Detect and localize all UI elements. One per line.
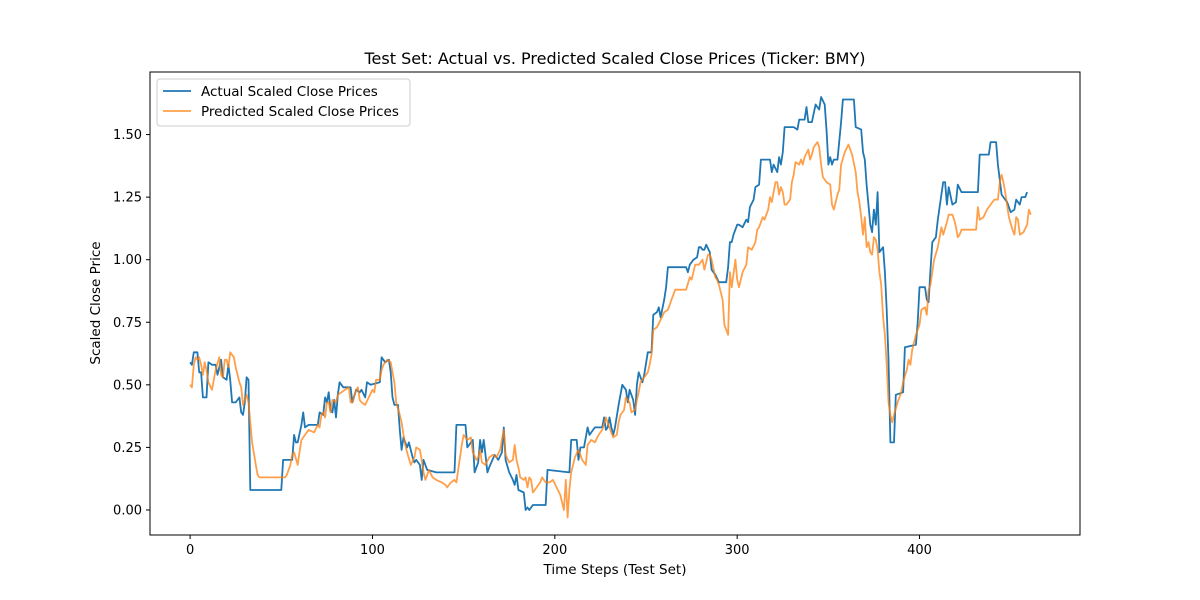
chart-title: Test Set: Actual vs. Predicted Scaled Cl… bbox=[363, 49, 865, 68]
y-tick-label: 0.75 bbox=[113, 316, 142, 331]
legend-label-predicted: Predicted Scaled Close Prices bbox=[201, 104, 399, 120]
x-axis-label: Time Steps (Test Set) bbox=[543, 562, 687, 578]
series-line-actual bbox=[189, 96, 1028, 511]
x-tick-label: 0 bbox=[186, 543, 194, 558]
legend: Actual Scaled Close Prices Predicted Scal… bbox=[156, 78, 411, 127]
y-axis: 0.00 0.25 0.50 0.75 1.00 1.25 1.50 bbox=[113, 128, 150, 518]
y-tick-label: 1.25 bbox=[113, 191, 142, 206]
y-tick-label: 1.50 bbox=[113, 128, 142, 143]
plot-frame bbox=[149, 71, 1081, 536]
y-tick-label: 1.00 bbox=[113, 253, 142, 268]
legend-box bbox=[156, 78, 411, 127]
series-line-predicted bbox=[189, 141, 1032, 519]
x-tick-label: 200 bbox=[542, 543, 567, 558]
series-group bbox=[189, 96, 1032, 519]
y-tick-label: 0.00 bbox=[113, 503, 142, 518]
x-tick-label: 100 bbox=[360, 543, 385, 558]
plot-area bbox=[149, 71, 1081, 536]
legend-label-actual: Actual Scaled Close Prices bbox=[201, 84, 378, 100]
y-axis-label: Scaled Close Price bbox=[88, 241, 104, 364]
x-tick-label: 300 bbox=[725, 543, 750, 558]
y-tick-label: 0.25 bbox=[113, 441, 142, 456]
x-tick-label: 400 bbox=[907, 543, 932, 558]
x-axis: 0 100 200 300 400 bbox=[186, 535, 932, 558]
y-tick-label: 0.50 bbox=[113, 378, 142, 393]
